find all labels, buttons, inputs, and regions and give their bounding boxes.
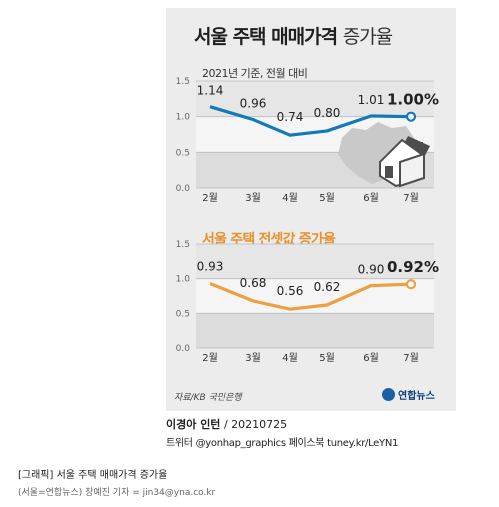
x-tick-label: 7월	[403, 192, 419, 204]
chart-title-main: 서울 주택 매매가격	[194, 26, 338, 48]
plot-band	[196, 81, 434, 117]
series-line	[209, 105, 412, 137]
y-tick-label: 1.0	[176, 113, 191, 123]
yonhap-logo-icon	[382, 387, 395, 401]
chart-title: 서울 주택 매매가격 증가율	[194, 22, 393, 49]
data-label: 0.92%	[387, 258, 439, 276]
data-source: 자료/KB 국민은행	[174, 393, 242, 403]
y-tick-label: 0.5	[176, 148, 190, 158]
jeonse-price-chart: 0.0 0.5 1.0 1.5 0.93 0.68 0.56 0.62 0.90 0.92% 2월 3…	[176, 240, 439, 364]
credit-line: 이경아 인턴 / 20210725	[166, 416, 287, 432]
x-tick-label: 6월	[363, 352, 379, 364]
plot-band	[196, 313, 434, 348]
data-label: 0.56	[277, 284, 304, 298]
data-label: 0.93	[197, 260, 224, 274]
y-tick-label: 1.5	[176, 240, 190, 250]
last-point-marker	[405, 279, 417, 290]
data-label: 0.74	[277, 110, 304, 124]
data-label: 0.80	[314, 106, 341, 120]
sales-price-chart: 0.0 0.5 1.0 1.5 1.14 0.96 0.74 0.80 1.01 1.00% 2월 3…	[176, 77, 439, 204]
series-line	[209, 282, 412, 311]
publish-date: / 20210725	[223, 418, 288, 431]
yonhap-logo-text: 연합뉴스	[398, 390, 435, 402]
social-links: 트위터 @yonhap_graphics 페이스북 tuney.kr/LeYN1	[166, 438, 399, 449]
y-tick-label: 1.0	[176, 275, 191, 285]
x-tick-label: 6월	[363, 192, 379, 204]
infographic: 서울 주택 매매가격 증가율 2021년 기준, 전월 대비 서울 주택 전셋값…	[166, 8, 456, 411]
data-label: 0.90	[358, 263, 385, 277]
data-label: 0.62	[314, 280, 341, 294]
y-tick-label: 0.5	[176, 309, 190, 319]
x-tick-label: 3월	[245, 192, 261, 204]
charts-canvas: 0.0 0.5 1.0 1.5 1.14 0.96 0.74 0.80 1.01 1.00% 2월 3…	[176, 77, 439, 364]
plot-band	[196, 244, 434, 279]
x-tick-label: 4월	[282, 352, 298, 364]
y-tick-label: 0.0	[176, 344, 191, 354]
x-tick-label: 3월	[245, 352, 261, 364]
data-label: 0.96	[240, 97, 267, 111]
data-label: 1.01	[358, 93, 385, 107]
x-tick-label: 7월	[403, 352, 419, 364]
y-tick-label: 0.0	[176, 184, 191, 194]
chart-title-suffix: 증가율	[342, 26, 393, 48]
data-label: 0.68	[240, 276, 267, 290]
last-point-marker	[405, 111, 417, 122]
y-tick-label: 1.5	[176, 77, 190, 87]
yonhap-logo: 연합뉴스	[382, 386, 435, 402]
chart-subtitle: 2021년 기준, 전월 대비	[202, 67, 308, 80]
data-label: 1.14	[197, 84, 224, 98]
x-tick-label: 2월	[202, 192, 218, 204]
data-label: 1.00%	[387, 91, 439, 109]
house-icon	[379, 136, 430, 188]
x-tick-label: 4월	[282, 192, 298, 204]
caption-title: [그래픽] 서울 주택 매매가격 증가율	[18, 470, 168, 481]
caption-byline: (서울=연합뉴스) 장예진 기자 = jin34@yna.co.kr	[18, 488, 216, 498]
x-tick-label: 2월	[202, 352, 218, 364]
x-tick-label: 5월	[319, 192, 335, 204]
author-name: 이경아 인턴	[166, 418, 221, 431]
x-tick-label: 5월	[319, 352, 335, 364]
